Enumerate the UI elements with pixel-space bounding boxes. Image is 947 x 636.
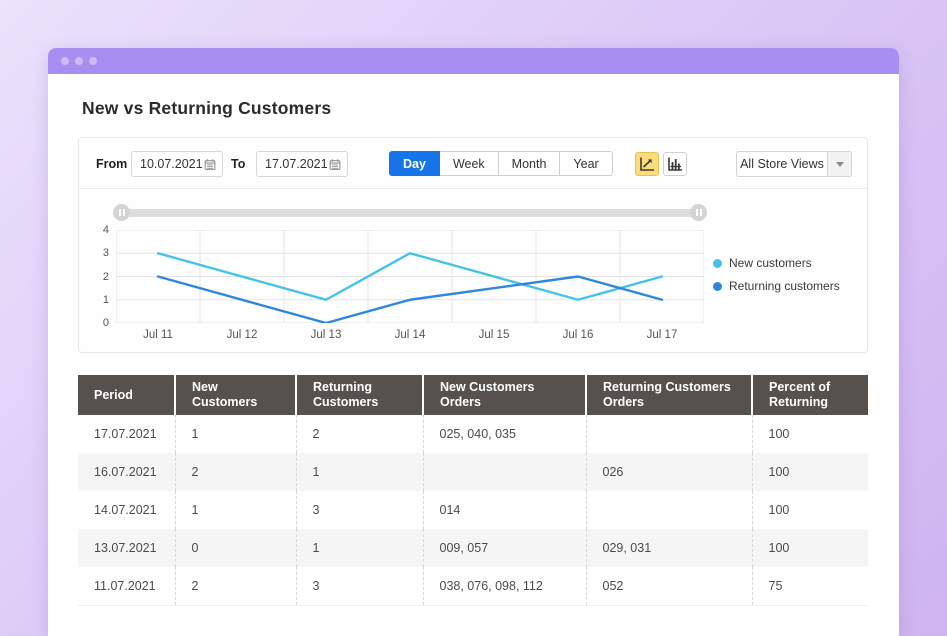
filter-toolbar: From To	[79, 138, 867, 189]
date-to-field[interactable]	[256, 151, 348, 177]
chart-y-axis: 4 3 2 1 0	[79, 223, 109, 330]
table-cell	[586, 491, 752, 529]
table-cell: 3	[296, 567, 423, 605]
col-header-returning-customers: Returning Customers	[296, 375, 423, 415]
table-row: 16.07.202121 026100	[78, 453, 868, 491]
period-week-button[interactable]: Week	[440, 151, 499, 176]
table-cell: 100	[752, 453, 868, 491]
table-cell	[586, 415, 752, 453]
table-cell: 014	[423, 491, 586, 529]
bar-chart-icon	[667, 156, 683, 172]
y-tick: 4	[103, 223, 109, 237]
y-tick: 3	[103, 246, 109, 260]
table-cell: 052	[586, 567, 752, 605]
line-chart-view-button[interactable]	[635, 152, 659, 176]
window-dot-icon[interactable]	[61, 57, 69, 65]
col-header-new-customers-orders: New Customers Orders	[423, 375, 586, 415]
table-cell: 13.07.2021	[78, 529, 175, 567]
table-row: 14.07.202113014 100	[78, 491, 868, 529]
table-cell: 100	[752, 529, 868, 567]
period-month-button[interactable]: Month	[499, 151, 561, 176]
x-tick: Jul 13	[284, 329, 368, 341]
date-from-field[interactable]	[131, 151, 223, 177]
chart-x-axis: Jul 11 Jul 12 Jul 13 Jul 14 Jul 15 Jul 1…	[116, 329, 704, 341]
x-tick: Jul 17	[620, 329, 704, 341]
from-label: From	[96, 151, 127, 177]
table-row: 17.07.202112025, 040, 035 100	[78, 415, 868, 453]
table-cell: 1	[296, 529, 423, 567]
calendar-icon[interactable]	[204, 157, 216, 172]
page-title: New vs Returning Customers	[82, 98, 899, 119]
table-cell: 025, 040, 035	[423, 415, 586, 453]
store-views-dropdown[interactable]: All Store Views	[736, 151, 852, 177]
calendar-icon[interactable]	[329, 157, 341, 172]
table-cell: 1	[175, 415, 296, 453]
app-window: New vs Returning Customers From To	[48, 48, 899, 636]
table-cell: 026	[586, 453, 752, 491]
to-label: To	[231, 151, 245, 177]
date-to-input[interactable]	[265, 157, 327, 171]
col-header-new-customers: New Customers	[175, 375, 296, 415]
table-cell: 2	[175, 567, 296, 605]
col-header-returning-customers-orders: Returning Customers Orders	[586, 375, 752, 415]
table-cell: 75	[752, 567, 868, 605]
period-year-button[interactable]: Year	[560, 151, 612, 176]
table-cell: 1	[175, 491, 296, 529]
slider-handle-left[interactable]	[113, 204, 130, 221]
table-header: Period New Customers Returning Customers…	[78, 375, 868, 415]
x-tick: Jul 14	[368, 329, 452, 341]
date-range-slider[interactable]	[114, 209, 706, 217]
table-cell: 14.07.2021	[78, 491, 175, 529]
x-tick: Jul 12	[200, 329, 284, 341]
chart-legend: New customers Returning customers	[713, 256, 840, 293]
period-button-group: Day Week Month Year	[389, 151, 613, 176]
window-dot-icon[interactable]	[75, 57, 83, 65]
table-cell: 11.07.2021	[78, 567, 175, 605]
table-cell: 1	[296, 453, 423, 491]
window-titlebar	[48, 48, 899, 74]
col-header-period: Period	[78, 375, 175, 415]
table-cell: 009, 057	[423, 529, 586, 567]
table-cell: 0	[175, 529, 296, 567]
table-cell: 3	[296, 491, 423, 529]
x-tick: Jul 16	[536, 329, 620, 341]
legend-dot-icon	[713, 282, 722, 291]
table-cell: 17.07.2021	[78, 415, 175, 453]
y-tick: 2	[103, 270, 109, 284]
table-row: 13.07.202101009, 057029, 031100	[78, 529, 868, 567]
table-row: 11.07.202123038, 076, 098, 11205275	[78, 567, 868, 605]
bar-chart-view-button[interactable]	[663, 152, 687, 176]
legend-dot-icon	[713, 259, 722, 268]
date-from-input[interactable]	[140, 157, 202, 171]
col-header-percent-of-returning: Percent of Returning	[752, 375, 868, 415]
table-cell: 038, 076, 098, 112	[423, 567, 586, 605]
y-tick: 0	[103, 316, 109, 330]
window-dot-icon[interactable]	[89, 57, 97, 65]
table-cell: 2	[175, 453, 296, 491]
legend-item-returning-customers: Returning customers	[713, 279, 840, 293]
store-views-caret-button[interactable]	[827, 152, 851, 176]
slider-handle-right[interactable]	[690, 204, 707, 221]
table-cell: 16.07.2021	[78, 453, 175, 491]
table-cell: 100	[752, 491, 868, 529]
line-chart-plot	[116, 230, 704, 323]
period-day-button[interactable]: Day	[389, 151, 440, 176]
line-chart-icon	[639, 156, 655, 172]
x-tick: Jul 11	[116, 329, 200, 341]
report-chart-card: From To	[78, 137, 868, 353]
table-cell: 100	[752, 415, 868, 453]
x-tick: Jul 15	[452, 329, 536, 341]
table-cell: 2	[296, 415, 423, 453]
table-cell	[423, 453, 586, 491]
table-cell: 029, 031	[586, 529, 752, 567]
store-views-value: All Store Views	[737, 152, 827, 176]
legend-item-new-customers: New customers	[713, 256, 840, 270]
customers-report-table: Period New Customers Returning Customers…	[78, 375, 868, 606]
caret-down-icon	[836, 162, 844, 167]
y-tick: 1	[103, 293, 109, 307]
